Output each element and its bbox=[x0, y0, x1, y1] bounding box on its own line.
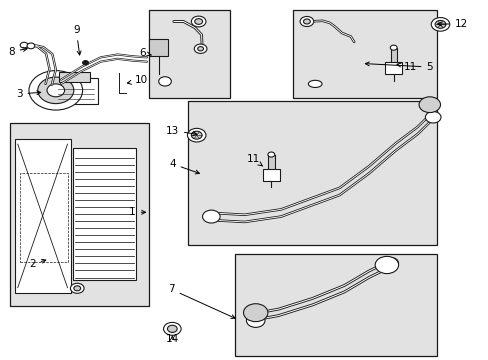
Bar bbox=[59, 72, 90, 82]
Text: 14: 14 bbox=[165, 333, 179, 343]
Bar bbox=[20, 173, 68, 262]
Circle shape bbox=[27, 43, 35, 49]
Bar bbox=[390, 48, 396, 63]
Circle shape bbox=[267, 152, 274, 157]
Circle shape bbox=[167, 325, 177, 332]
Circle shape bbox=[246, 314, 264, 327]
Text: 13: 13 bbox=[165, 126, 196, 136]
Circle shape bbox=[158, 77, 171, 86]
Circle shape bbox=[202, 210, 220, 223]
Bar bbox=[149, 39, 167, 56]
Bar bbox=[10, 123, 149, 306]
Text: 11: 11 bbox=[396, 62, 416, 72]
Bar bbox=[188, 101, 436, 244]
Bar bbox=[53, 78, 98, 104]
Bar bbox=[15, 139, 71, 293]
Circle shape bbox=[425, 112, 440, 123]
Text: 3: 3 bbox=[16, 89, 41, 99]
Bar bbox=[293, 10, 436, 98]
Circle shape bbox=[163, 322, 181, 335]
Circle shape bbox=[194, 19, 202, 24]
Circle shape bbox=[29, 71, 82, 110]
Circle shape bbox=[430, 18, 449, 31]
Circle shape bbox=[82, 60, 88, 65]
Circle shape bbox=[70, 283, 84, 293]
Text: 11: 11 bbox=[246, 154, 262, 166]
Text: 5: 5 bbox=[365, 62, 432, 72]
Circle shape bbox=[197, 46, 203, 51]
Circle shape bbox=[374, 256, 398, 274]
Circle shape bbox=[20, 42, 28, 48]
Text: 7: 7 bbox=[168, 284, 235, 319]
Circle shape bbox=[191, 131, 202, 139]
Text: 10: 10 bbox=[127, 75, 147, 85]
Circle shape bbox=[191, 16, 205, 27]
Circle shape bbox=[74, 286, 81, 291]
Circle shape bbox=[38, 77, 74, 104]
Text: 6: 6 bbox=[139, 48, 151, 58]
Circle shape bbox=[300, 17, 313, 27]
Bar bbox=[234, 253, 436, 356]
Circle shape bbox=[418, 97, 440, 113]
Bar bbox=[268, 155, 274, 170]
Circle shape bbox=[389, 45, 396, 50]
Bar bbox=[73, 148, 136, 280]
Ellipse shape bbox=[308, 80, 322, 87]
Text: 12: 12 bbox=[437, 19, 467, 29]
Circle shape bbox=[382, 257, 398, 269]
Bar bbox=[385, 62, 401, 74]
Text: 1: 1 bbox=[129, 207, 145, 217]
Bar bbox=[149, 10, 229, 98]
Circle shape bbox=[187, 129, 205, 142]
Text: 8: 8 bbox=[8, 46, 27, 57]
Circle shape bbox=[303, 19, 310, 24]
Text: 4: 4 bbox=[169, 159, 199, 174]
Circle shape bbox=[47, 84, 64, 97]
Bar bbox=[263, 169, 279, 181]
Circle shape bbox=[434, 21, 445, 28]
Circle shape bbox=[194, 44, 206, 53]
Text: 2: 2 bbox=[29, 259, 46, 269]
Circle shape bbox=[243, 304, 267, 321]
Text: 9: 9 bbox=[73, 25, 81, 55]
